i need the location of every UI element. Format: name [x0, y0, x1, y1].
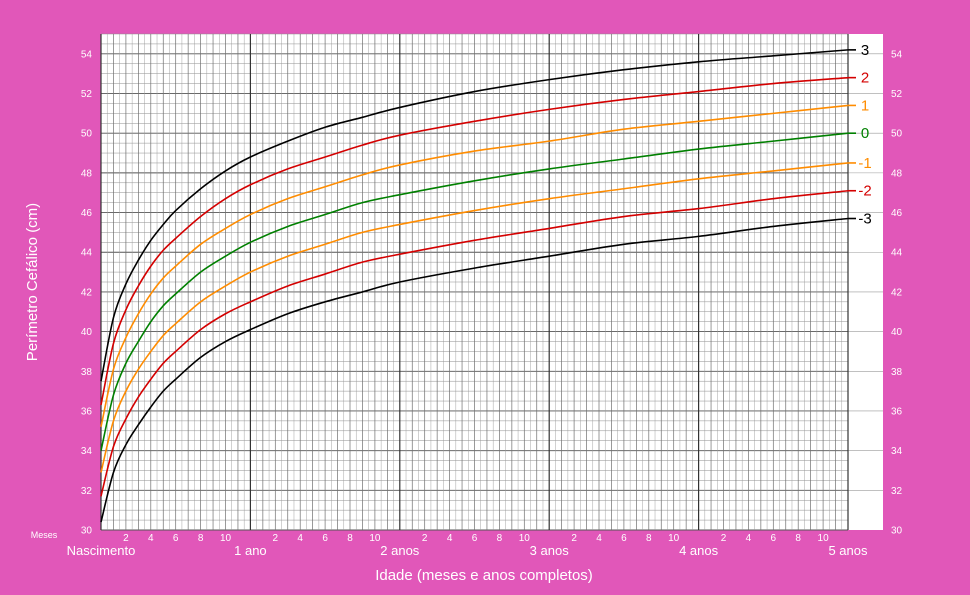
- x-year-label: 2 anos: [380, 543, 420, 558]
- z-score-label--3: -3: [858, 211, 871, 228]
- y-tick-label-right: 54: [891, 49, 903, 60]
- x-month-tick-label: 10: [369, 533, 381, 544]
- x-year-label: 1 ano: [234, 543, 267, 558]
- x-month-tick-label: 6: [322, 533, 328, 544]
- x-year-label: 5 anos: [828, 543, 868, 558]
- x-month-tick-label: 2: [571, 533, 577, 544]
- x-month-tick-label: 8: [347, 533, 353, 544]
- x-year-label: Nascimento: [67, 543, 136, 558]
- z-score-label-0: 0: [861, 125, 869, 142]
- y-tick-label-left: 54: [81, 49, 93, 60]
- y-tick-label-right: 48: [891, 168, 903, 179]
- y-tick-label-left: 32: [81, 486, 93, 497]
- x-month-tick-label: 8: [646, 533, 652, 544]
- z-score-label-1: 1: [861, 97, 869, 114]
- y-tick-label-right: 46: [891, 208, 903, 219]
- x-year-label: 3 anos: [530, 543, 570, 558]
- x-month-tick-label: 8: [497, 533, 503, 544]
- y-tick-label-left: 34: [81, 446, 93, 457]
- y-tick-label-left: 52: [81, 89, 93, 100]
- y-tick-label-left: 44: [81, 248, 93, 259]
- y-tick-label-left: 46: [81, 208, 93, 219]
- x-month-tick-label: 8: [795, 533, 801, 544]
- y-tick-label-right: 38: [891, 367, 903, 378]
- z-score-curve-0: [100, 132, 849, 451]
- z-score-label-3: 3: [861, 42, 869, 59]
- y-tick-label-left: 38: [81, 367, 93, 378]
- x-axis-title: Idade (meses e anos completos): [375, 567, 593, 584]
- x-month-tick-label: 4: [447, 533, 453, 544]
- z-score-curve--3: [100, 217, 849, 523]
- x-month-tick-label: 4: [596, 533, 602, 544]
- y-tick-label-left: 42: [81, 287, 93, 298]
- y-tick-label-right: 32: [891, 486, 903, 497]
- z-score-curve--1: [100, 162, 849, 473]
- x-month-tick-label: 10: [519, 533, 531, 544]
- y-tick-label-left: 36: [81, 406, 93, 417]
- y-tick-label-left: 40: [81, 327, 93, 338]
- x-month-tick-label: 4: [148, 533, 154, 544]
- x-month-tick-label: 10: [220, 533, 232, 544]
- y-tick-label-right: 40: [891, 327, 903, 338]
- y-axis-title: Perímetro Cefálico (cm): [24, 203, 41, 361]
- x-month-tick-label: 2: [422, 533, 428, 544]
- x-month-tick-label: 10: [818, 533, 830, 544]
- z-score-label-2: 2: [861, 70, 869, 87]
- x-month-tick-label: 6: [771, 533, 777, 544]
- x-month-tick-label: 6: [621, 533, 627, 544]
- z-score-label--2: -2: [858, 183, 871, 200]
- y-tick-label-right: 52: [891, 89, 903, 100]
- y-tick-label-right: 30: [891, 526, 903, 537]
- x-year-label: 4 anos: [679, 543, 719, 558]
- x-month-tick-label: 2: [273, 533, 279, 544]
- z-score-curve--2: [100, 189, 849, 497]
- y-tick-label-right: 50: [891, 129, 903, 140]
- y-tick-label-right: 44: [891, 248, 903, 259]
- y-tick-label-left: 30: [81, 526, 93, 537]
- x-month-tick-label: 8: [198, 533, 204, 544]
- months-label: Meses: [31, 530, 58, 540]
- x-month-tick-label: 10: [668, 533, 680, 544]
- y-tick-label-right: 34: [891, 446, 903, 457]
- x-month-tick-label: 6: [173, 533, 179, 544]
- x-month-tick-label: 4: [297, 533, 303, 544]
- x-month-tick-label: 4: [746, 533, 752, 544]
- z-score-label--1: -1: [858, 155, 871, 172]
- y-tick-label-left: 50: [81, 129, 93, 140]
- x-month-tick-label: 6: [472, 533, 478, 544]
- y-tick-label-right: 42: [891, 287, 903, 298]
- y-tick-label-right: 36: [891, 406, 903, 417]
- y-tick-label-left: 48: [81, 168, 93, 179]
- z-score-curve-1: [100, 104, 849, 427]
- x-month-tick-label: 2: [123, 533, 129, 544]
- z-score-curve-2: [100, 76, 849, 406]
- x-month-tick-label: 2: [721, 533, 727, 544]
- z-score-curve-3: [100, 49, 849, 382]
